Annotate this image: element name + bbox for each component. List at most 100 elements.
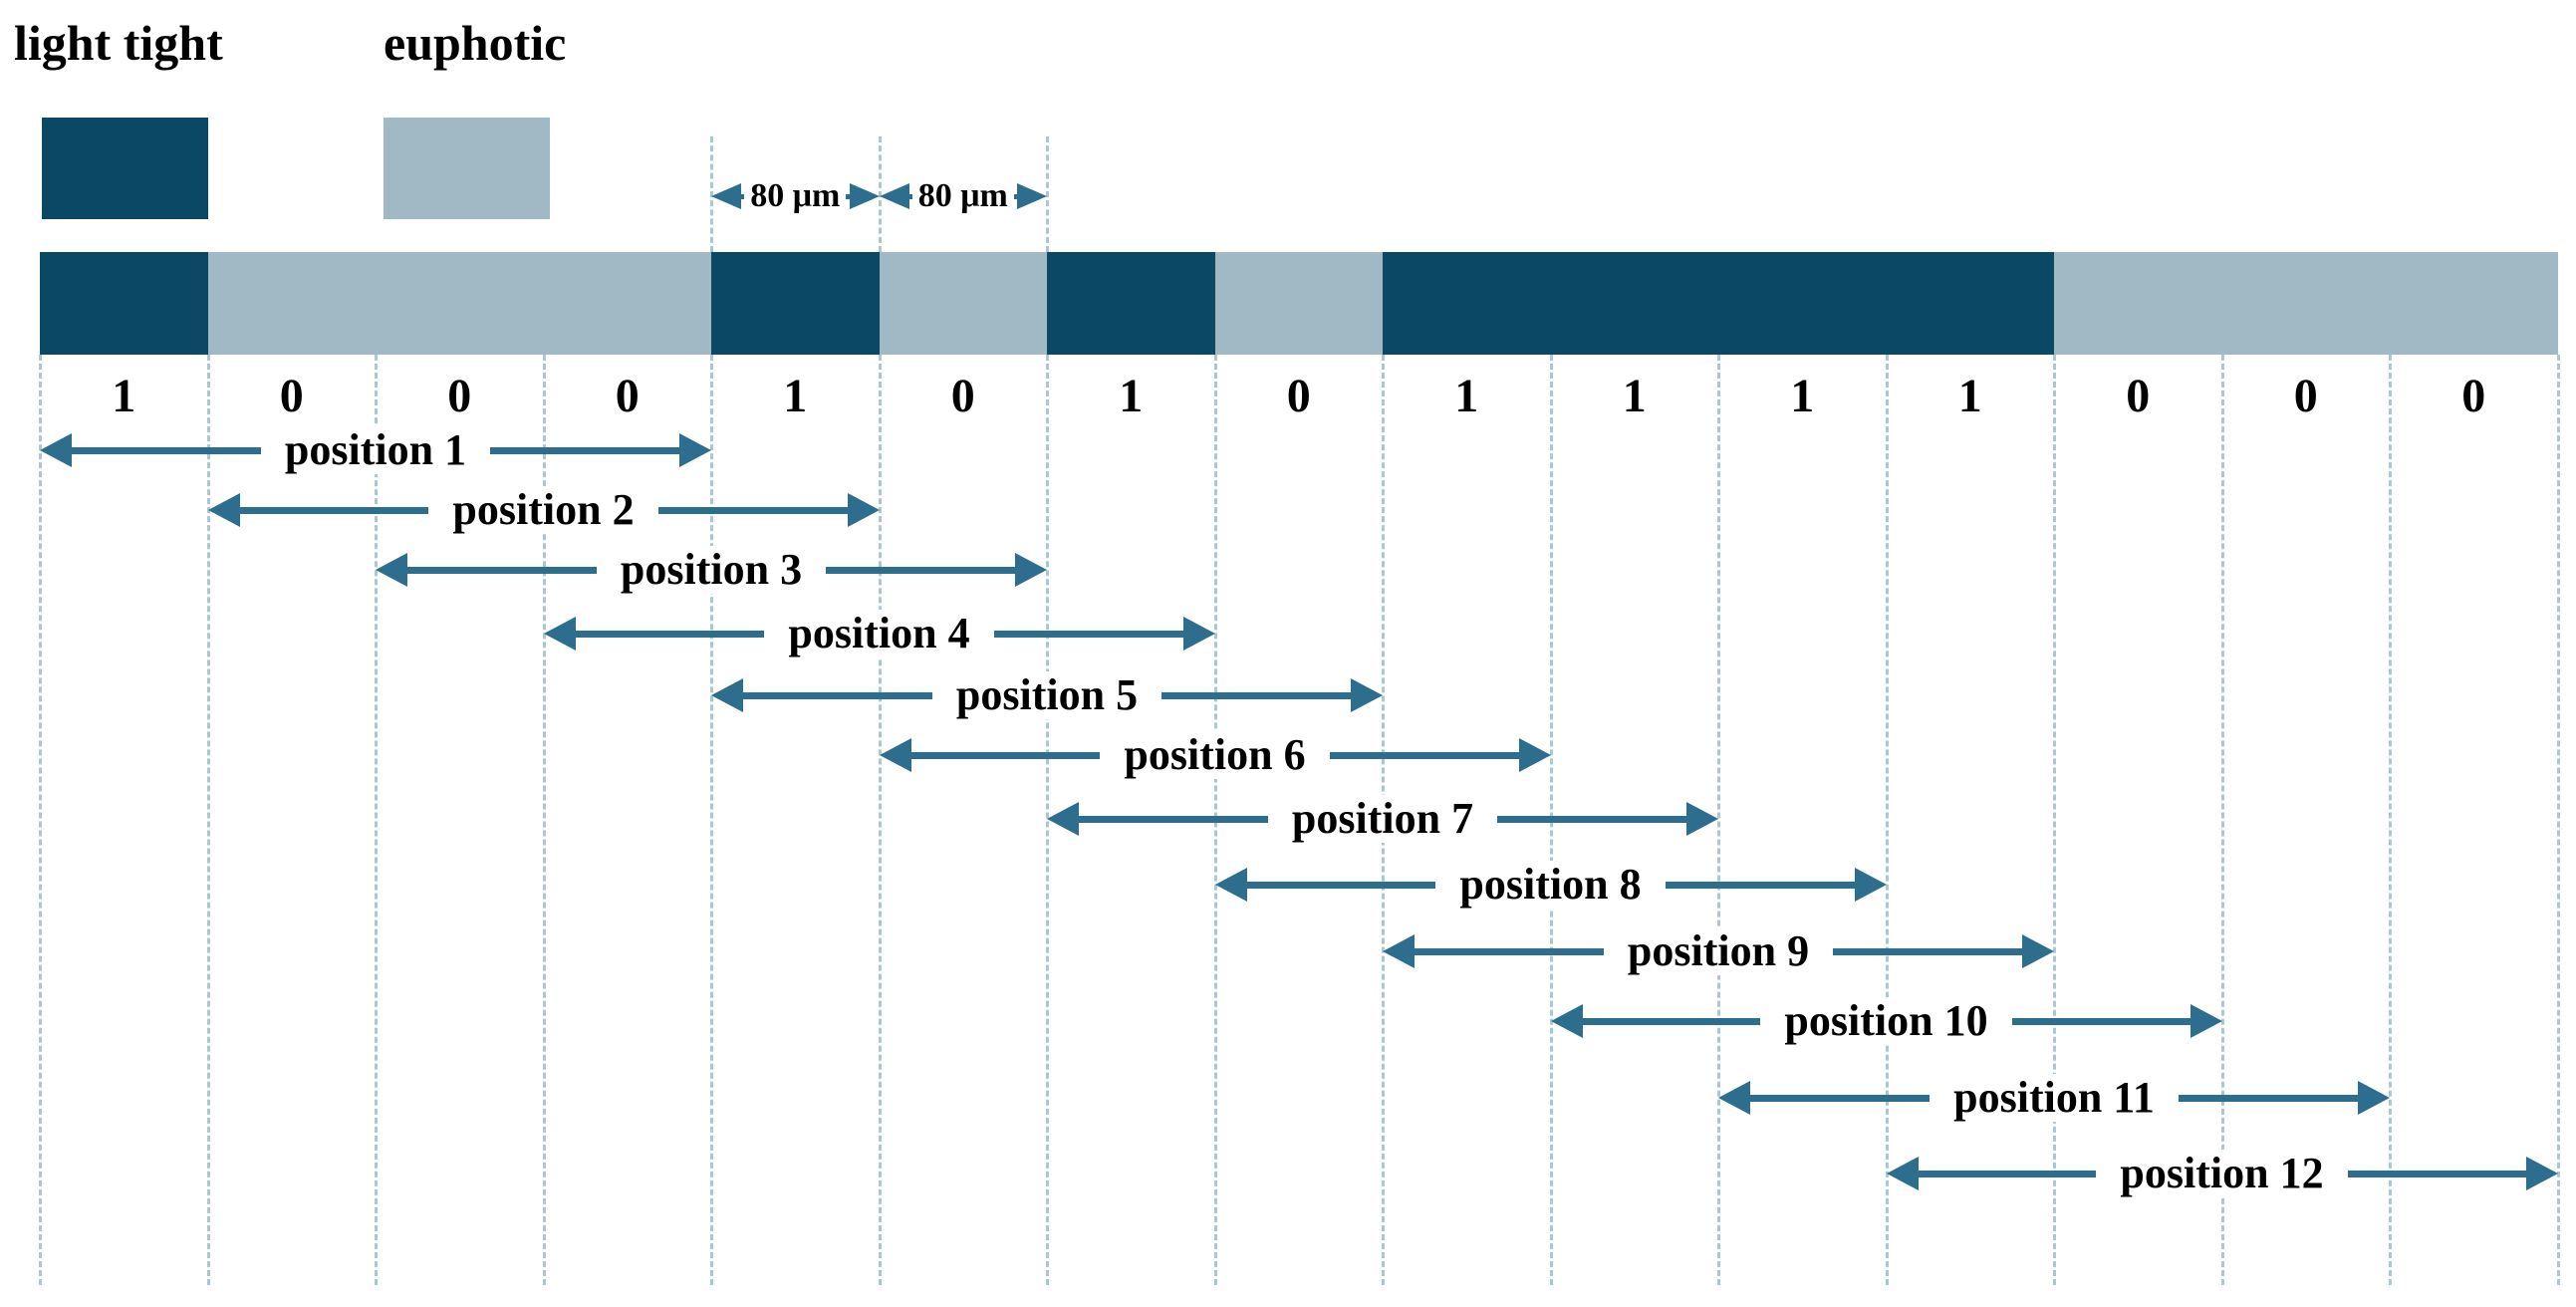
arrow-left-icon — [879, 738, 911, 772]
code-segment-light — [376, 252, 544, 355]
legend-label-euphotic: euphotic — [384, 15, 567, 71]
arrow-line — [1329, 751, 1519, 759]
bit-value: 1 — [1957, 370, 1982, 422]
arrow-line — [743, 691, 932, 699]
arrow-line — [1750, 1094, 1931, 1102]
bit-value: 1 — [783, 370, 808, 422]
legend-swatch-light-tight — [42, 118, 208, 219]
position-arrow-row: position 2 — [207, 482, 880, 538]
arrow-line — [1415, 947, 1604, 955]
arrow-line — [741, 193, 745, 199]
arrow-right-icon — [2525, 1157, 2558, 1190]
segment-guide-line — [2053, 355, 2056, 1285]
arrow-left-icon — [879, 183, 909, 209]
position-label: position 5 — [931, 670, 1162, 720]
arrow-line — [908, 193, 912, 199]
legend-swatch-euphotic — [384, 118, 550, 219]
arrow-line — [407, 566, 597, 574]
arrow-line — [1013, 193, 1018, 199]
arrow-line — [2178, 1094, 2358, 1102]
position-arrow-row: position 3 — [376, 542, 1048, 598]
code-segment-light — [1214, 252, 1383, 355]
arrow-left-icon — [1047, 802, 1079, 836]
arrow-right-icon — [1686, 802, 1719, 836]
code-segment-dark — [1886, 252, 2054, 355]
segment-guide-line — [1885, 355, 1889, 1285]
position-label: position 11 — [1930, 1073, 2179, 1123]
segment-guide-line — [1717, 355, 1720, 1285]
arrow-left-icon — [40, 433, 72, 467]
bit-value: 1 — [1622, 370, 1647, 422]
code-segment-dark — [1718, 252, 1887, 355]
segment-guide-line — [39, 355, 42, 1285]
position-arrow-row: position 10 — [1550, 993, 2222, 1049]
arrow-left-icon — [1550, 1004, 1583, 1038]
position-arrow-row: position 8 — [1214, 857, 1887, 913]
arrow-line — [1918, 1170, 2097, 1177]
position-arrow-row: position 9 — [1383, 923, 2055, 979]
arrow-right-icon — [1017, 183, 1048, 209]
arrow-line — [846, 193, 850, 199]
arrow-right-icon — [2358, 1081, 2390, 1115]
position-label: position 10 — [1760, 996, 2012, 1046]
position-label: position 1 — [260, 425, 491, 475]
segment-guide-line — [710, 355, 713, 1285]
code-segment-dark — [1550, 252, 1718, 355]
arrow-line — [1246, 881, 1436, 889]
arrow-line — [2347, 1170, 2526, 1177]
position-arrow-row: position 1 — [40, 422, 712, 478]
position-label: position 12 — [2096, 1149, 2348, 1198]
arrow-left-icon — [376, 553, 407, 587]
position-label: position 4 — [764, 609, 994, 658]
arrow-line — [826, 566, 1016, 574]
bit-value: 0 — [1286, 370, 1311, 422]
arrow-left-icon — [1383, 934, 1415, 968]
arrow-right-icon — [2190, 1004, 2222, 1038]
segment-guide-line — [1046, 136, 1049, 252]
segment-width-arrow: 80 μm — [711, 178, 880, 214]
code-segment-dark — [1047, 252, 1215, 355]
segment-guide-line — [206, 355, 210, 1285]
code-segment-light — [879, 252, 1047, 355]
position-arrow-row: position 4 — [543, 606, 1215, 661]
arrow-right-icon — [1182, 617, 1215, 651]
bit-value: 1 — [1454, 370, 1479, 422]
segment-guide-line — [375, 355, 378, 1285]
segment-guide-line — [2556, 355, 2560, 1285]
segment-guide-line — [542, 355, 546, 1285]
arrow-left-icon — [1718, 1081, 1750, 1115]
bit-value: 0 — [2293, 370, 2318, 422]
segment-guide-line — [2220, 355, 2224, 1285]
position-label: position 3 — [596, 545, 827, 595]
arrow-line — [1497, 815, 1687, 823]
code-segment-light — [207, 252, 376, 355]
bit-value: 1 — [1119, 370, 1144, 422]
position-label: position 9 — [1603, 926, 1834, 976]
segment-guide-line — [2389, 355, 2392, 1285]
arrow-right-icon — [1015, 553, 1048, 587]
arrow-left-icon — [1214, 868, 1247, 902]
position-label: position 8 — [1435, 860, 1666, 910]
arrow-right-icon — [679, 433, 712, 467]
arrow-line — [993, 630, 1183, 638]
bit-value: 0 — [950, 370, 975, 422]
arrow-right-icon — [1854, 868, 1887, 902]
arrow-line — [910, 751, 1101, 759]
segment-guide-line — [878, 355, 882, 1285]
arrow-line — [2011, 1017, 2190, 1025]
arrow-line — [1079, 815, 1268, 823]
arrow-line — [72, 446, 261, 454]
bit-value: 1 — [112, 370, 136, 422]
arrow-right-icon — [2022, 934, 2055, 968]
code-segment-light — [2221, 252, 2390, 355]
arrow-line — [1582, 1017, 1761, 1025]
code-segment-light — [2054, 252, 2222, 355]
bit-value: 0 — [2461, 370, 2486, 422]
position-label: position 2 — [428, 485, 658, 535]
arrow-left-icon — [207, 493, 240, 527]
position-arrow-row: position 6 — [879, 727, 1551, 783]
arrow-line — [575, 630, 765, 638]
arrow-left-icon — [543, 617, 576, 651]
position-arrow-row: position 12 — [1886, 1146, 2558, 1201]
